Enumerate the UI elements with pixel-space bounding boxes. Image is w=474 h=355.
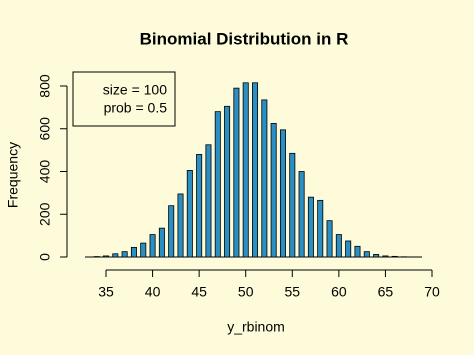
legend-box: [72, 71, 176, 127]
y-tick-label: 600: [37, 117, 53, 141]
bar: [345, 240, 352, 258]
bar: [279, 129, 286, 258]
x-tick-label: 50: [238, 284, 254, 300]
bar: [298, 171, 305, 258]
bar: [149, 234, 156, 258]
bar: [382, 255, 389, 258]
bar: [252, 82, 259, 258]
y-tick-label: 0: [37, 253, 53, 261]
bar: [335, 234, 342, 258]
bar: [289, 152, 296, 258]
bar: [391, 255, 398, 258]
bar: [363, 251, 370, 258]
x-tick-label: 70: [424, 284, 440, 300]
bar: [326, 220, 333, 258]
bar: [205, 144, 212, 258]
legend-text: prob = 0.5: [104, 100, 168, 116]
bar: [121, 251, 128, 258]
y-tick-label: 800: [37, 74, 53, 98]
legend-text: size = 100: [103, 82, 167, 98]
x-axis-label: y_rbinom: [227, 319, 285, 335]
bar: [307, 196, 314, 258]
x-tick-label: 55: [284, 284, 300, 300]
bar: [158, 227, 165, 258]
bar: [168, 205, 175, 258]
bar: [261, 99, 268, 258]
x-tick-label: 40: [145, 284, 161, 300]
bar: [130, 246, 137, 258]
bar: [140, 242, 147, 258]
bar: [177, 193, 184, 258]
y-axis-label: Frequency: [5, 142, 21, 208]
bar: [112, 253, 119, 258]
x-tick-label: 60: [331, 284, 347, 300]
chart-title: Binomial Distribution in R: [140, 29, 349, 48]
bar: [242, 82, 249, 258]
bar: [317, 199, 324, 258]
x-tick-label: 35: [98, 284, 114, 300]
y-tick-label: 400: [37, 160, 53, 184]
bar: [214, 111, 221, 258]
x-tick-label: 65: [378, 284, 394, 300]
bar: [186, 170, 193, 258]
bar: [270, 123, 277, 258]
bar: [233, 87, 240, 258]
bar: [354, 245, 361, 258]
y-tick-label: 200: [37, 202, 53, 226]
bar: [196, 153, 203, 258]
x-tick-label: 45: [191, 284, 207, 300]
bar: [224, 105, 231, 258]
bar: [373, 254, 380, 258]
bar: [103, 255, 110, 258]
